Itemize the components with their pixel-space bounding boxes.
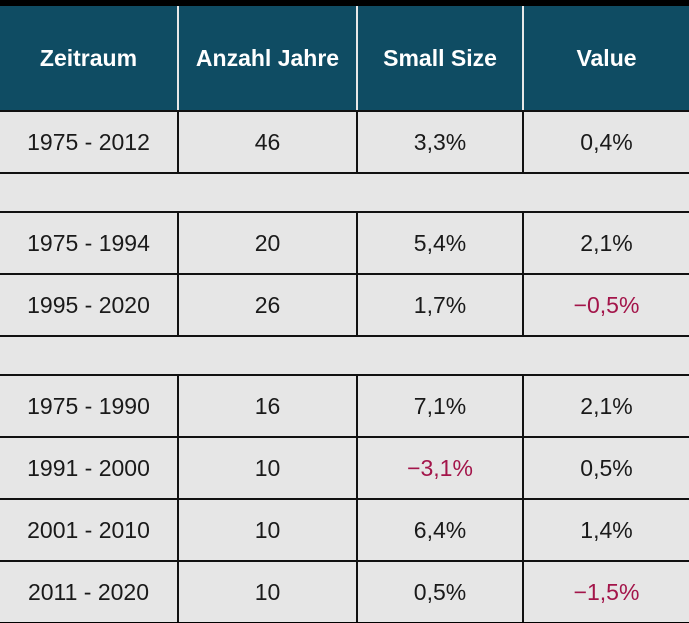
cell-small-size-negative: −3,1% [358, 436, 524, 498]
cell-years: 10 [179, 436, 358, 498]
spacer-row [0, 335, 689, 374]
cell-value-negative: −0,5% [524, 273, 689, 335]
table-row: 1975 - 2012 46 3,3% 0,4% [0, 110, 689, 172]
cell-small-size: 0,5% [358, 560, 524, 622]
table-row: 2011 - 2020 10 0,5% −1,5% [0, 560, 689, 622]
cell-small-size: 6,4% [358, 498, 524, 560]
table-row: 1991 - 2000 10 −3,1% 0,5% [0, 436, 689, 498]
cell-period: 2001 - 2010 [0, 498, 179, 560]
cell-period: 2011 - 2020 [0, 560, 179, 622]
cell-years: 20 [179, 211, 358, 273]
cell-period: 1975 - 2012 [0, 110, 179, 172]
spacer-cell [0, 172, 689, 211]
cell-value: 2,1% [524, 211, 689, 273]
cell-value: 1,4% [524, 498, 689, 560]
cell-period: 1991 - 2000 [0, 436, 179, 498]
table-row: 2001 - 2010 10 6,4% 1,4% [0, 498, 689, 560]
cell-small-size: 3,3% [358, 110, 524, 172]
cell-value: 0,5% [524, 436, 689, 498]
spacer-row [0, 172, 689, 211]
cell-period: 1975 - 1990 [0, 374, 179, 436]
performance-table: Zeitraum Anzahl Jahre Small Size Value 1… [0, 6, 689, 622]
cell-value: 0,4% [524, 110, 689, 172]
spacer-cell [0, 335, 689, 374]
table-row: 1975 - 1994 20 5,4% 2,1% [0, 211, 689, 273]
cell-period: 1995 - 2020 [0, 273, 179, 335]
cell-years: 16 [179, 374, 358, 436]
cell-years: 10 [179, 560, 358, 622]
table-row: 1995 - 2020 26 1,7% −0,5% [0, 273, 689, 335]
cell-value-negative: −1,5% [524, 560, 689, 622]
header-zeitraum: Zeitraum [0, 6, 179, 110]
table-row: 1975 - 1990 16 7,1% 2,1% [0, 374, 689, 436]
cell-period: 1975 - 1994 [0, 211, 179, 273]
cell-years: 26 [179, 273, 358, 335]
cell-small-size: 7,1% [358, 374, 524, 436]
cell-value: 2,1% [524, 374, 689, 436]
cell-small-size: 5,4% [358, 211, 524, 273]
header-anzahl-jahre: Anzahl Jahre [179, 6, 358, 110]
header-small-size: Small Size [358, 6, 524, 110]
header-value: Value [524, 6, 689, 110]
cell-years: 10 [179, 498, 358, 560]
cell-small-size: 1,7% [358, 273, 524, 335]
cell-years: 46 [179, 110, 358, 172]
header-row: Zeitraum Anzahl Jahre Small Size Value [0, 6, 689, 110]
